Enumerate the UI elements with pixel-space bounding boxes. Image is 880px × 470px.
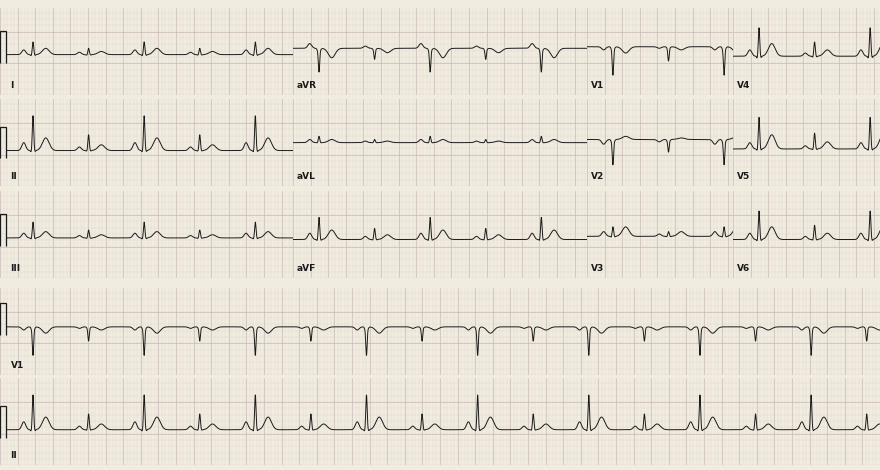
Text: I: I: [11, 81, 14, 90]
Text: V1: V1: [590, 81, 604, 90]
Text: III: III: [11, 264, 21, 273]
Text: V2: V2: [590, 172, 604, 181]
Text: aVR: aVR: [297, 81, 317, 90]
Text: V5: V5: [737, 172, 750, 181]
Text: aVF: aVF: [297, 264, 316, 273]
Text: V1: V1: [11, 361, 24, 370]
Text: II: II: [11, 451, 18, 460]
Text: aVL: aVL: [297, 172, 315, 181]
Text: V4: V4: [737, 81, 750, 90]
Text: V3: V3: [590, 264, 604, 273]
Text: II: II: [11, 172, 18, 181]
Text: V6: V6: [737, 264, 750, 273]
